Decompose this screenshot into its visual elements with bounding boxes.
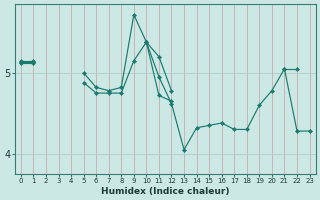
X-axis label: Humidex (Indice chaleur): Humidex (Indice chaleur): [101, 187, 229, 196]
